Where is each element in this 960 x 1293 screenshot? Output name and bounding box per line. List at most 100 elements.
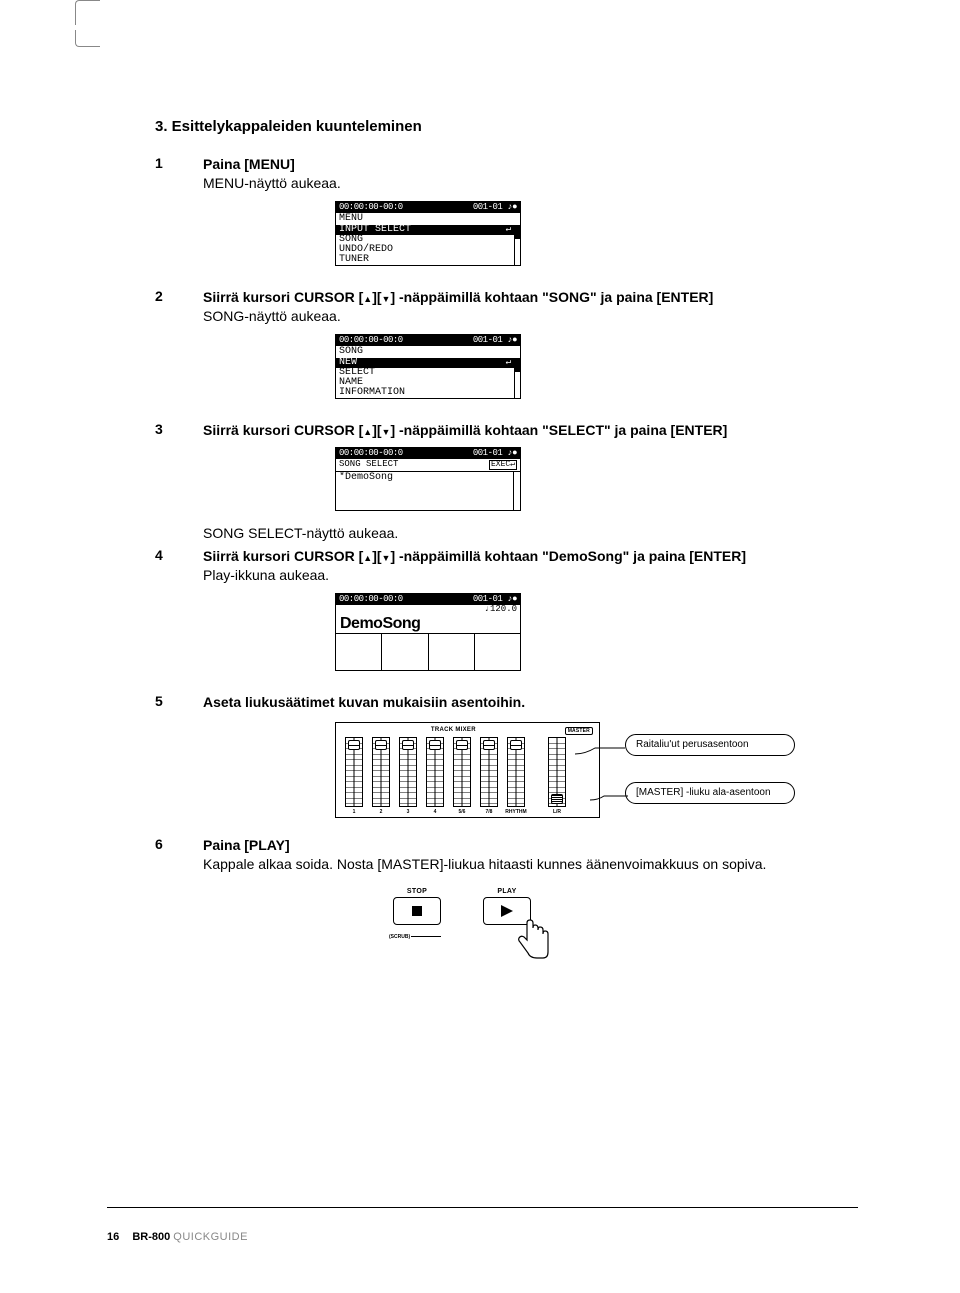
scrub-label: (SCRUB) bbox=[389, 934, 410, 940]
track-mixer-label: TRACK MIXER bbox=[342, 727, 565, 733]
fader: 1 bbox=[342, 737, 366, 815]
lcd-song-select: 00:00:00-00:0 001-01 ♪● SONG SELECT EXEC… bbox=[335, 447, 521, 511]
page-footer: 16 BR-800 QUICKGUIDE bbox=[107, 1231, 248, 1243]
lcd-menu: 00:00:00-00:0 001-01 ♪● MENU INPUT SELEC… bbox=[335, 201, 521, 266]
fader: L/R bbox=[545, 737, 569, 815]
enter-icon: ↵ bbox=[506, 358, 511, 368]
step-rest: MENU-näyttö aukeaa. bbox=[203, 175, 341, 191]
fader-slot bbox=[480, 737, 498, 807]
lcd-time: 00:00:00-00:0 bbox=[339, 336, 403, 345]
fader-slot bbox=[507, 737, 525, 807]
lcd-time: 00:00:00-00:0 bbox=[339, 595, 403, 604]
lcd-pos: 001-01 ♪● bbox=[473, 203, 517, 212]
lcd-scroll-thumb bbox=[515, 225, 520, 239]
step-number: 3 bbox=[155, 421, 203, 440]
step-number: 6 bbox=[155, 836, 203, 874]
fader-label: 7/8 bbox=[486, 809, 493, 815]
fader-slot bbox=[399, 737, 417, 807]
step-rest: Play-ikkuna aukeaa. bbox=[203, 567, 329, 583]
fader: 2 bbox=[369, 737, 393, 815]
lcd-pos: 001-01 ♪● bbox=[473, 449, 517, 458]
step-body: Siirrä kursori CURSOR [][] -näppäimillä … bbox=[203, 547, 830, 585]
product-name: BR-800 bbox=[132, 1231, 170, 1243]
step-number: 4 bbox=[155, 547, 203, 585]
lcd-header: 00:00:00-00:0 001-01 ♪● bbox=[336, 202, 520, 213]
fader-label: 2 bbox=[380, 809, 383, 815]
step-bold: Paina [PLAY] bbox=[203, 837, 290, 853]
transport-buttons: STOP PLAY (SCRUB) bbox=[393, 888, 593, 968]
stop-icon bbox=[412, 906, 422, 916]
stop-button bbox=[393, 897, 441, 925]
play-icon bbox=[501, 905, 513, 917]
lcd-pos: 001-01 ♪● bbox=[473, 595, 517, 604]
play-label: PLAY bbox=[497, 888, 516, 895]
stop-button-col: STOP bbox=[393, 888, 441, 925]
fader-slot bbox=[345, 737, 363, 807]
step-rest: SONG SELECT-näyttö aukeaa. bbox=[203, 525, 830, 541]
fader-slot bbox=[548, 737, 566, 807]
master-label: MASTER bbox=[565, 727, 593, 735]
step-body: Aseta liukusäätimet kuvan mukaisiin asen… bbox=[203, 693, 830, 712]
lcd-row: *DemoSong bbox=[336, 472, 514, 484]
fader-knob bbox=[456, 740, 468, 750]
step-bold: Siirrä kursori CURSOR [][] -näppäimillä … bbox=[203, 422, 727, 438]
fader-label: 3 bbox=[407, 809, 410, 815]
fader-knob bbox=[348, 740, 360, 750]
step-rest: Kappale alkaa soida. Nosta [MASTER]-liuk… bbox=[203, 856, 766, 872]
triangle-up-icon bbox=[363, 422, 372, 438]
lcd-title: SONG SELECT bbox=[339, 460, 398, 470]
fader: RHYTHM bbox=[504, 737, 528, 815]
lcd-title-row: SONG SELECT EXEC↵ bbox=[336, 459, 520, 472]
fader-knob bbox=[551, 794, 563, 804]
faders: 1 2 3 4 5/6 7/8 RHYTHM L/R bbox=[342, 737, 593, 815]
fader: 3 bbox=[396, 737, 420, 815]
guide-label: QUICKGUIDE bbox=[173, 1231, 248, 1243]
step-body: Paina [PLAY] Kappale alkaa soida. Nosta … bbox=[203, 836, 830, 874]
callout-line bbox=[590, 790, 630, 804]
fader-knob bbox=[429, 740, 441, 750]
fader: 7/8 bbox=[477, 737, 501, 815]
page-content: 3. Esittelykappaleiden kuunteleminen 1 P… bbox=[0, 0, 960, 968]
fader-knob bbox=[375, 740, 387, 750]
fader-slot bbox=[372, 737, 390, 807]
lcd-title: SONG bbox=[336, 346, 520, 358]
step-body: Siirrä kursori CURSOR [][] -näppäimillä … bbox=[203, 421, 830, 440]
fader-label: 5/6 bbox=[459, 809, 466, 815]
lcd-tracks bbox=[336, 634, 520, 670]
fader-slot bbox=[453, 737, 471, 807]
step-rest: SONG-näyttö aukeaa. bbox=[203, 308, 341, 324]
fader: 5/6 bbox=[450, 737, 474, 815]
lcd-scroll-thumb bbox=[515, 358, 520, 372]
step-4: 4 Siirrä kursori CURSOR [][] -näppäimill… bbox=[155, 547, 830, 585]
step-number: 2 bbox=[155, 288, 203, 326]
page-number: 16 bbox=[107, 1231, 119, 1243]
hand-icon bbox=[513, 918, 553, 963]
lcd-scrollbar bbox=[514, 358, 520, 398]
step-number: 1 bbox=[155, 155, 203, 193]
fader-label: 4 bbox=[434, 809, 437, 815]
lcd-song: 00:00:00-00:0 001-01 ♪● SONG NEW ↵ SELEC… bbox=[335, 334, 521, 399]
step-bold: Siirrä kursori CURSOR [][] -näppäimillä … bbox=[203, 289, 713, 305]
callout-master: [MASTER] -liuku ala-asentoon bbox=[625, 782, 795, 804]
mixer-box: TRACK MIXER MASTER 1 2 3 4 5/6 7/8 RHYTHM L/R bbox=[335, 722, 600, 818]
stop-label: STOP bbox=[407, 888, 427, 895]
enter-icon: ↵ bbox=[506, 225, 511, 235]
step-bold: Aseta liukusäätimet kuvan mukaisiin asen… bbox=[203, 694, 525, 710]
fader-knob bbox=[402, 740, 414, 750]
mixer-diagram: TRACK MIXER MASTER 1 2 3 4 5/6 7/8 RHYTHM L/R R… bbox=[335, 722, 815, 818]
step-1: 1 Paina [MENU] MENU-näyttö aukeaa. bbox=[155, 155, 830, 193]
fader-slot bbox=[426, 737, 444, 807]
footer-rule bbox=[107, 1207, 858, 1208]
lcd-time: 00:00:00-00:0 bbox=[339, 203, 403, 212]
step-body: Paina [MENU] MENU-näyttö aukeaa. bbox=[203, 155, 830, 193]
crop-marks bbox=[75, 0, 99, 46]
scrub-line bbox=[411, 936, 441, 937]
lcd-row: INFORMATION bbox=[336, 388, 514, 398]
step-bold: Paina [MENU] bbox=[203, 156, 295, 172]
lcd-time: 00:00:00-00:0 bbox=[339, 449, 403, 458]
step-5: 5 Aseta liukusäätimet kuvan mukaisiin as… bbox=[155, 693, 830, 712]
exec-badge: EXEC↵ bbox=[489, 460, 517, 470]
step-2: 2 Siirrä kursori CURSOR [][] -näppäimill… bbox=[155, 288, 830, 326]
triangle-up-icon bbox=[363, 548, 372, 564]
section-title: 3. Esittelykappaleiden kuunteleminen bbox=[155, 118, 830, 135]
